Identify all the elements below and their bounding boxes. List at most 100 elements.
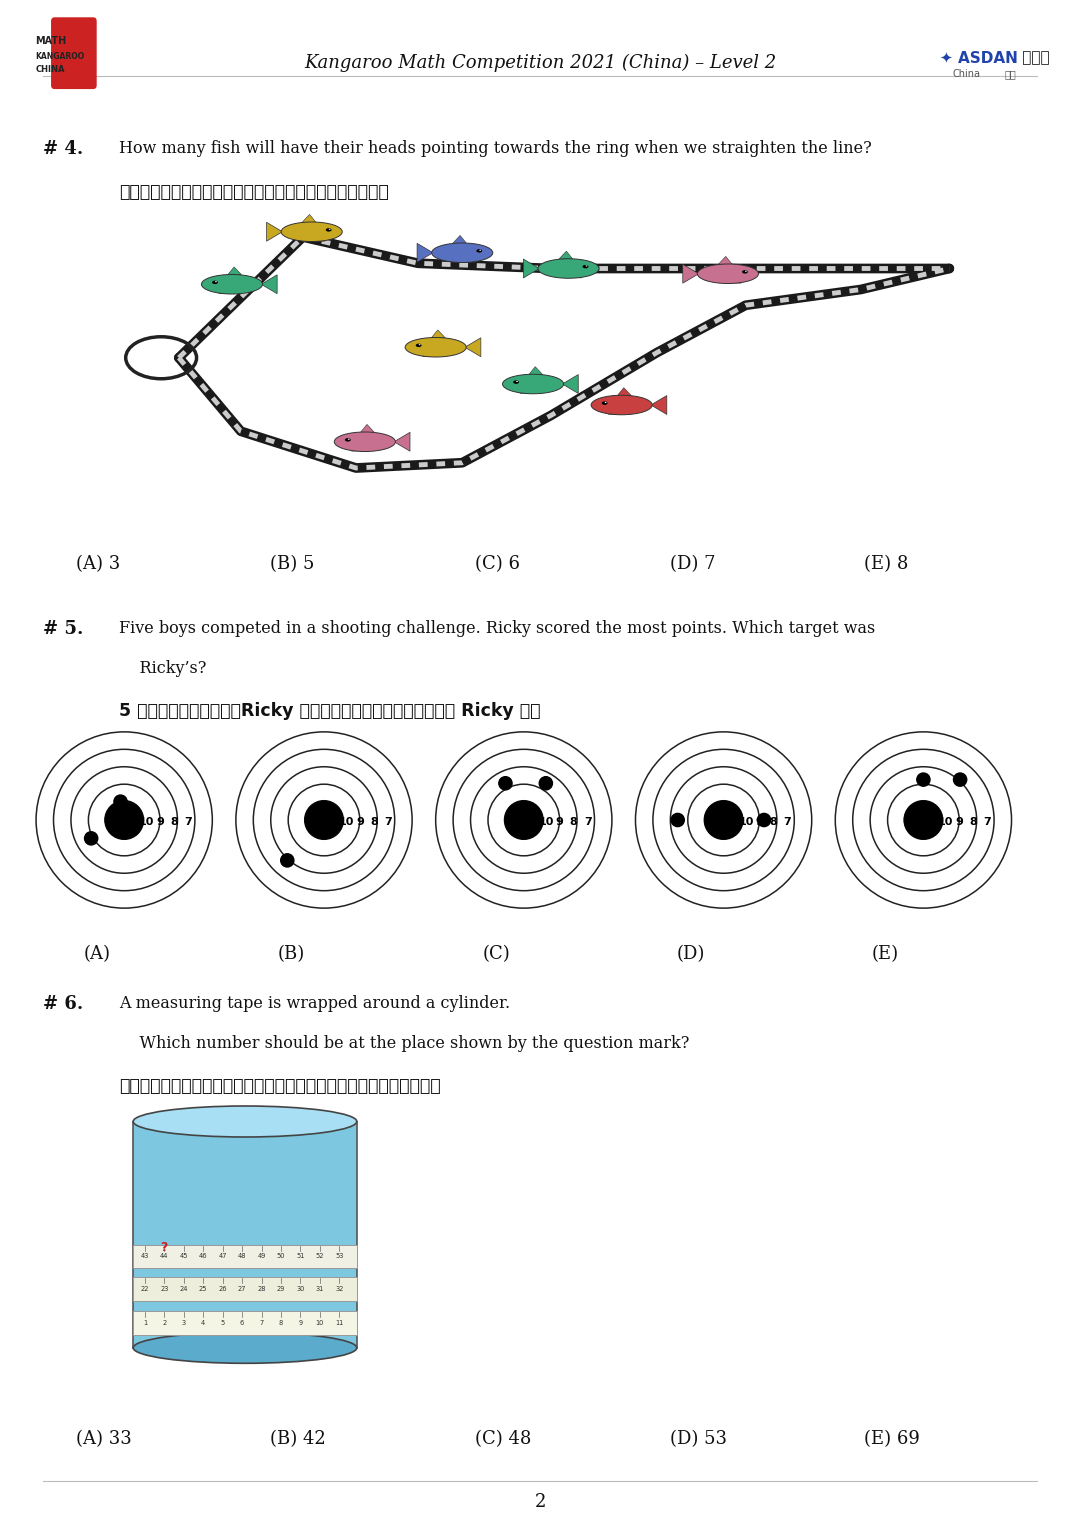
Text: 50: 50 <box>276 1254 285 1260</box>
Polygon shape <box>422 350 438 357</box>
Text: (B): (B) <box>278 945 306 964</box>
Circle shape <box>870 767 976 873</box>
Polygon shape <box>218 287 234 293</box>
Text: 阿思丹: 阿思丹 <box>1017 50 1050 66</box>
Circle shape <box>539 777 553 789</box>
Text: 48: 48 <box>238 1254 246 1260</box>
Text: 29: 29 <box>276 1286 285 1292</box>
Polygon shape <box>524 260 539 278</box>
Text: 51: 51 <box>296 1254 305 1260</box>
Polygon shape <box>618 388 631 395</box>
Polygon shape <box>431 330 445 337</box>
Text: 2: 2 <box>535 1493 545 1512</box>
Text: 一把卷尺缠绕在一个圆柱体上。请问图中问号处标记的应该是哪个数？: 一把卷尺缠绕在一个圆柱体上。请问图中问号处标记的应该是哪个数？ <box>119 1078 441 1095</box>
Text: 7: 7 <box>784 817 792 826</box>
Text: (E) 8: (E) 8 <box>864 554 908 573</box>
Text: 7: 7 <box>984 817 991 826</box>
Text: 23: 23 <box>160 1286 168 1292</box>
Circle shape <box>105 800 144 840</box>
Circle shape <box>36 731 213 909</box>
Text: A measuring tape is wrapped around a cylinder.: A measuring tape is wrapped around a cyl… <box>119 996 510 1012</box>
Circle shape <box>954 773 967 786</box>
Text: 把下面的鱼线拉直后，有多少个鱼头是朝着圈环的方向的？: 把下面的鱼线拉直后，有多少个鱼头是朝着圈环的方向的？ <box>119 183 389 200</box>
Circle shape <box>704 800 743 840</box>
Polygon shape <box>529 366 542 374</box>
Polygon shape <box>361 425 375 432</box>
Text: 9: 9 <box>157 817 164 826</box>
Circle shape <box>288 785 360 855</box>
Text: Which number should be at the place shown by the question mark?: Which number should be at the place show… <box>119 1035 689 1052</box>
Polygon shape <box>464 337 481 357</box>
Text: (A) 3: (A) 3 <box>76 554 120 573</box>
Text: 10: 10 <box>339 817 354 826</box>
FancyBboxPatch shape <box>133 1121 356 1348</box>
Text: 8: 8 <box>770 817 778 826</box>
Text: 10: 10 <box>739 817 754 826</box>
Text: 8: 8 <box>570 817 578 826</box>
FancyBboxPatch shape <box>51 17 97 89</box>
Text: 5 个男孩进行射击比赛，Ricky 的得分最高。请问下列哪个靶子是 Ricky 的？: 5 个男孩进行射击比赛，Ricky 的得分最高。请问下列哪个靶子是 Ricky … <box>119 702 540 721</box>
Text: (C) 6: (C) 6 <box>475 554 521 573</box>
Polygon shape <box>460 257 475 263</box>
Text: 27: 27 <box>238 1286 246 1292</box>
Circle shape <box>742 270 747 273</box>
Circle shape <box>476 249 482 252</box>
Polygon shape <box>302 214 316 223</box>
Polygon shape <box>261 275 278 293</box>
Ellipse shape <box>133 1106 356 1138</box>
Text: 11: 11 <box>335 1319 343 1325</box>
Text: 5: 5 <box>220 1319 225 1325</box>
Polygon shape <box>352 444 367 450</box>
Polygon shape <box>683 264 699 282</box>
Circle shape <box>635 731 812 909</box>
Polygon shape <box>559 250 572 260</box>
Text: KANGAROO: KANGAROO <box>36 52 85 61</box>
Polygon shape <box>726 276 741 282</box>
Circle shape <box>305 800 343 840</box>
Text: # 6.: # 6. <box>43 996 83 1012</box>
Text: 47: 47 <box>218 1254 227 1260</box>
Text: (C) 48: (C) 48 <box>475 1429 531 1448</box>
Ellipse shape <box>432 243 492 263</box>
Polygon shape <box>309 235 325 241</box>
Circle shape <box>904 800 943 840</box>
Text: 9: 9 <box>356 817 364 826</box>
Text: 10: 10 <box>139 817 154 826</box>
Ellipse shape <box>405 337 467 357</box>
Circle shape <box>471 767 577 873</box>
Ellipse shape <box>538 258 599 278</box>
Circle shape <box>499 777 512 789</box>
Circle shape <box>254 750 394 890</box>
Text: 4: 4 <box>201 1319 205 1325</box>
Circle shape <box>326 228 332 232</box>
Text: 10: 10 <box>539 817 554 826</box>
Ellipse shape <box>591 395 652 415</box>
Text: 7: 7 <box>584 817 592 826</box>
Circle shape <box>345 438 351 441</box>
FancyBboxPatch shape <box>133 1310 356 1336</box>
Text: 28: 28 <box>257 1286 266 1292</box>
Circle shape <box>835 731 1012 909</box>
Circle shape <box>212 281 218 284</box>
Text: 9: 9 <box>298 1319 302 1325</box>
Polygon shape <box>394 432 410 450</box>
Text: 32: 32 <box>335 1286 343 1292</box>
Text: (E) 69: (E) 69 <box>864 1429 920 1448</box>
Polygon shape <box>608 408 624 414</box>
Circle shape <box>602 402 608 405</box>
Circle shape <box>904 800 943 840</box>
Text: 9: 9 <box>556 817 564 826</box>
Ellipse shape <box>202 275 262 295</box>
Text: 46: 46 <box>199 1254 207 1260</box>
Text: 2: 2 <box>162 1319 166 1325</box>
Circle shape <box>853 750 994 890</box>
Text: 10: 10 <box>315 1319 324 1325</box>
Text: 7: 7 <box>259 1319 264 1325</box>
Ellipse shape <box>281 221 342 241</box>
Circle shape <box>454 750 594 890</box>
Ellipse shape <box>698 264 758 284</box>
Circle shape <box>704 800 743 840</box>
Text: (A) 33: (A) 33 <box>76 1429 132 1448</box>
Circle shape <box>271 767 377 873</box>
Polygon shape <box>718 257 732 264</box>
